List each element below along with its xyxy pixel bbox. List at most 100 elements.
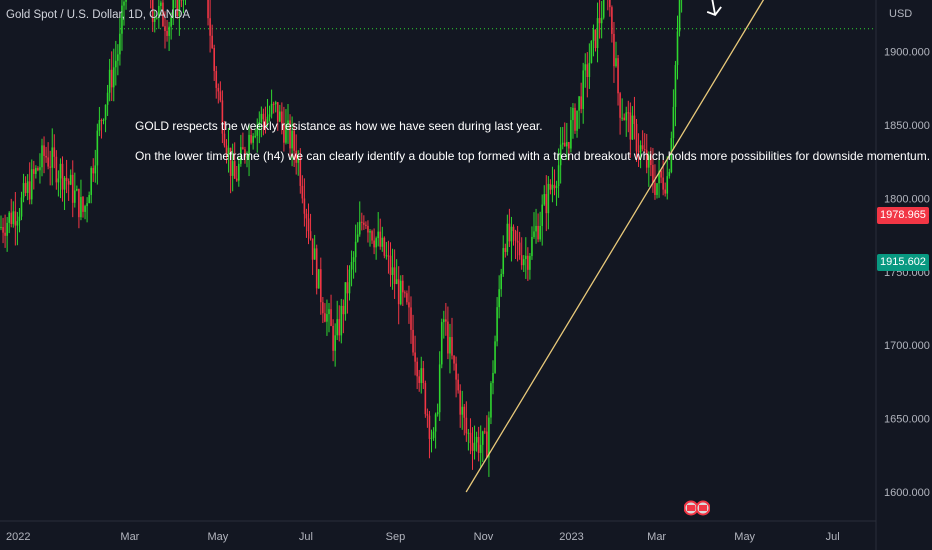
candle-body [289,120,291,149]
candle-body [500,273,502,290]
candle-body [582,70,584,109]
candle-body [424,383,427,415]
candle-body [420,368,423,383]
candle-body [315,248,318,289]
candle-body [432,431,435,438]
candle-body [297,157,300,163]
y-tick-label: 1800.000 [884,193,930,205]
y-tick-label: 1650.000 [884,414,930,426]
candle-body [279,111,281,122]
candle-body [447,321,449,354]
candle-body [412,329,414,353]
candle-body [529,256,531,270]
candle-body [43,145,45,156]
candle-body [676,31,679,66]
candle-body [514,231,517,241]
candle-body [660,170,662,178]
candle-body [12,211,15,225]
candle-body [299,157,302,186]
x-tick-label: Sep [386,531,406,543]
candle-body [383,237,386,256]
candle-body [28,181,31,200]
candle-body [531,236,533,257]
candle-body [303,198,306,214]
candle-body [504,248,507,252]
candle-body [238,163,240,181]
candle-body [502,248,505,274]
candle-body [590,40,593,63]
current-price-tag: 1978.965 [877,207,929,224]
candle-body [459,390,461,415]
candle-body [678,0,681,32]
events-flag-icon[interactable] [684,497,710,519]
candle-body [352,257,355,263]
candle-body [631,115,634,140]
candle-body [39,167,41,171]
candle-body [336,319,338,336]
candle-body [496,307,498,342]
candle-body [490,383,492,418]
candle-body [4,232,6,236]
candle-body [576,110,578,131]
candle-body [668,172,671,177]
candle-body [8,212,10,223]
candle-body [281,111,283,124]
candle-body [518,242,521,256]
candle-body [76,188,78,191]
x-tick-label: Jul [299,531,313,543]
candle-body [160,2,162,6]
candle-body [112,67,115,88]
candle-body [670,138,673,173]
candle-body [664,189,666,194]
candle-body [365,224,367,226]
candle-body [508,223,511,242]
candle-body [106,92,109,105]
candle-body [10,212,13,225]
candle-body [471,443,474,451]
candle-body [240,147,242,164]
candle-body [88,194,90,204]
candle-body [533,231,535,237]
candle-body [494,341,496,373]
candle-body [121,5,123,34]
candle-body [178,0,181,17]
candle-body [313,248,316,260]
candle-body [555,186,558,189]
candle-body [100,120,103,122]
candle-body [475,436,478,443]
x-tick-label: Mar [647,531,666,543]
candle-body [295,150,297,163]
candle-body [389,255,392,275]
candle-body [2,226,4,233]
candle-body [14,211,17,226]
candle-body [305,213,308,219]
candle-body [53,147,56,157]
candle-body [428,415,431,439]
candle-body [244,149,246,158]
candle-body [561,142,564,145]
candle-body [369,231,371,233]
candle-body [469,432,472,444]
candle-body [510,226,513,242]
candle-body [309,231,312,239]
candle-body [45,155,47,158]
candle-body [426,414,429,416]
candle-body [219,91,222,101]
candle-body [35,168,37,174]
candle-body [643,149,646,151]
candle-body [51,147,54,168]
x-tick-label: 2022 [6,531,30,543]
candle-body [69,174,72,185]
candle-body [340,305,343,336]
candle-body [404,292,406,294]
x-tick-label: May [208,531,229,543]
candle-body [162,2,164,27]
candle-body [481,431,484,445]
y-tick-label: 1700.000 [884,340,930,352]
candle-body [158,5,160,18]
candle-body [418,376,420,383]
candle-body [293,130,295,151]
candle-body [227,147,230,155]
candle-body [461,406,464,415]
